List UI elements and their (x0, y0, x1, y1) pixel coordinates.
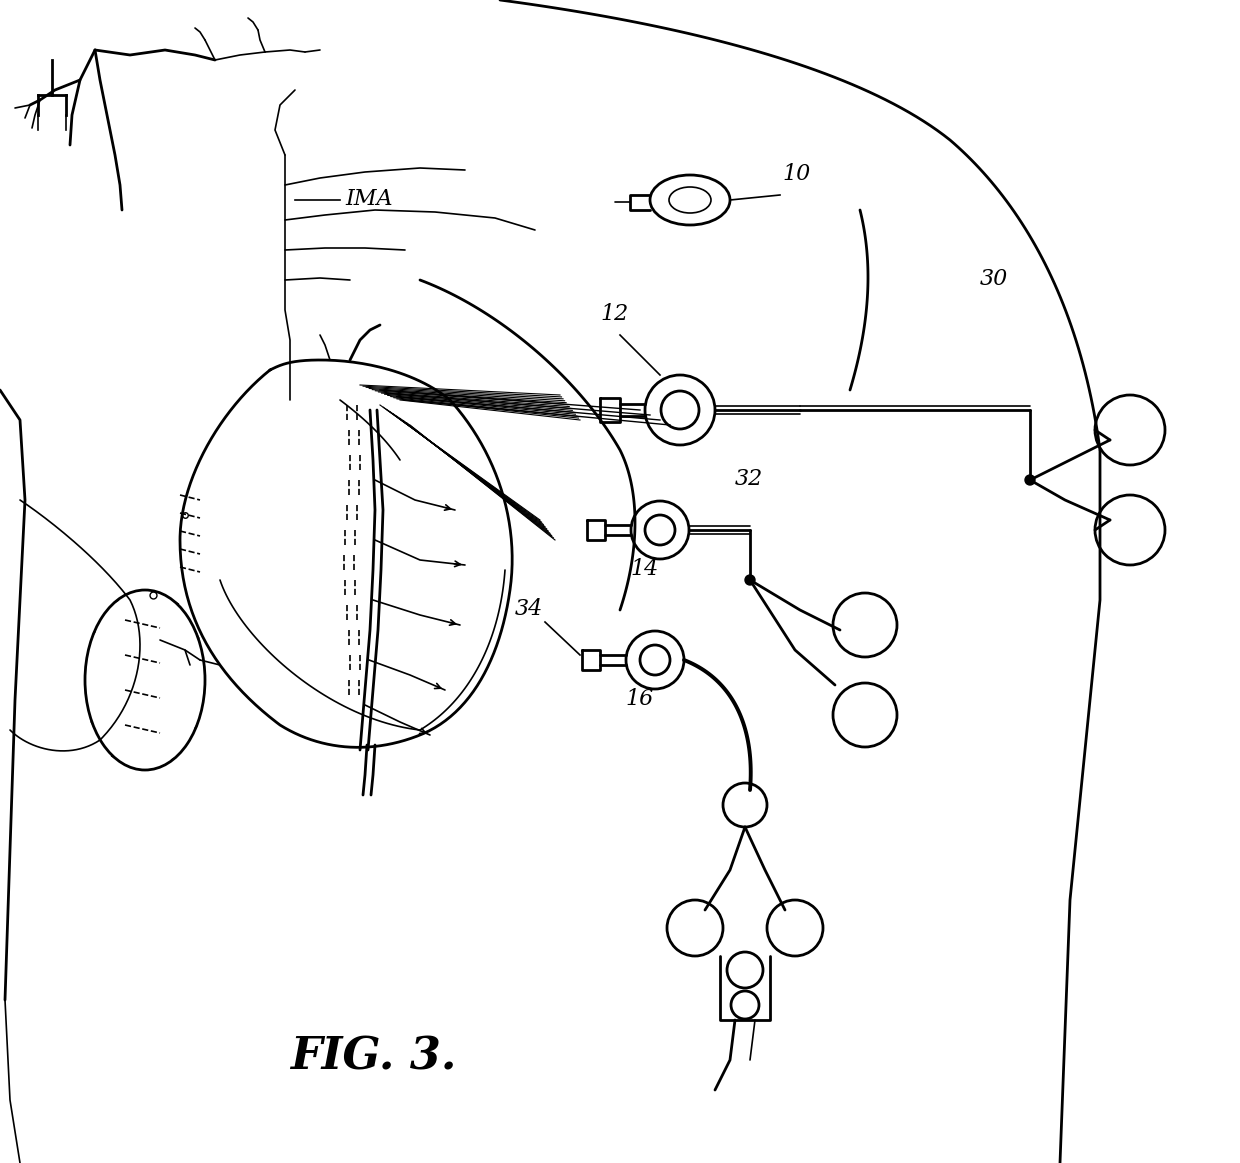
Text: 10: 10 (782, 163, 810, 185)
Text: 12: 12 (600, 304, 629, 324)
Text: IMA: IMA (345, 188, 393, 211)
Text: 16: 16 (625, 688, 653, 709)
Text: 30: 30 (980, 267, 1008, 290)
Text: FIG. 3.: FIG. 3. (290, 1036, 456, 1079)
Text: 32: 32 (735, 468, 764, 490)
Text: 14: 14 (630, 558, 658, 580)
Text: 34: 34 (515, 598, 543, 620)
Circle shape (1025, 475, 1035, 485)
Circle shape (745, 575, 755, 585)
